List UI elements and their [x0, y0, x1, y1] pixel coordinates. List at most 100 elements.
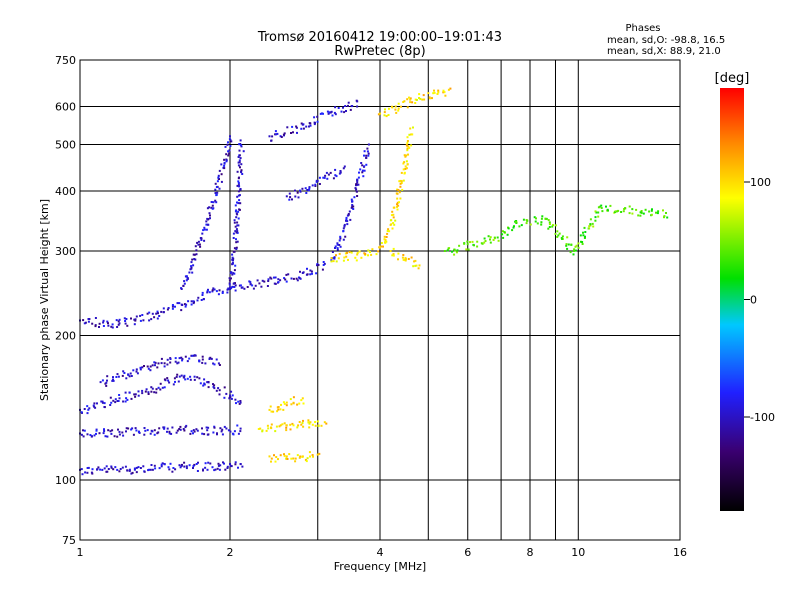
scatter-point: [83, 322, 86, 325]
scatter-point: [235, 231, 238, 234]
scatter-point: [320, 424, 323, 427]
scatter-point: [390, 105, 393, 108]
scatter-point: [282, 133, 285, 136]
scatter-point: [216, 467, 219, 470]
plot-frame: [79, 59, 681, 541]
scatter-point: [133, 393, 136, 396]
scatter-point: [279, 424, 282, 427]
scatter-point: [225, 427, 228, 430]
scatter-point: [380, 242, 383, 244]
scatter-point: [236, 240, 239, 243]
scatter-point: [345, 219, 347, 222]
scatter-point: [272, 410, 275, 413]
scatter-point: [143, 365, 145, 367]
scatter-point: [231, 273, 234, 276]
scatter-point: [370, 253, 373, 256]
scatter-point: [118, 318, 121, 321]
scatter-point: [217, 387, 220, 390]
scatter-point: [237, 466, 239, 469]
scatter-point: [235, 216, 238, 219]
colorbar-tick-label: -100: [750, 411, 775, 424]
scatter-point: [321, 112, 323, 115]
scatter-point: [337, 257, 340, 260]
scatter-point: [207, 433, 210, 436]
scatter-point: [201, 432, 204, 435]
scatter-point: [111, 379, 114, 382]
data-point: [544, 217, 547, 220]
scatter-point: [240, 169, 243, 172]
scatter-point: [147, 391, 150, 394]
data-point: [301, 123, 304, 126]
scatter-point: [339, 170, 342, 173]
scatter-point: [111, 323, 114, 326]
scatter-point: [545, 217, 548, 220]
scatter-point: [483, 241, 486, 244]
scatter-point: [444, 94, 447, 97]
scatter-point: [402, 101, 405, 103]
scatter-point: [225, 153, 228, 156]
scatter-point: [106, 470, 109, 473]
scatter-point: [214, 192, 217, 194]
scatter-point: [366, 147, 369, 150]
scatter-point: [526, 219, 529, 222]
scatter-point: [112, 468, 115, 471]
scatter-point: [112, 399, 115, 402]
scatter-point: [93, 434, 96, 437]
x-axis-label: Frequency [MHz]: [334, 560, 426, 573]
scatter-point: [218, 468, 221, 471]
scatter-point: [201, 355, 204, 358]
data-point: [379, 246, 381, 249]
scatter-point: [210, 206, 213, 209]
scatter-point: [394, 219, 397, 222]
scatter-point: [348, 210, 351, 213]
scatter-point: [620, 211, 623, 213]
scatter-point: [192, 264, 195, 267]
y-axis-label: Stationary phase Virtual Height [km]: [38, 199, 51, 401]
scatter-point: [124, 320, 127, 322]
scatter-point: [292, 424, 295, 427]
scatter-point: [266, 424, 269, 427]
scatter-point: [515, 222, 518, 224]
scatter-point: [392, 216, 395, 219]
scatter-point: [270, 457, 273, 460]
scatter-point: [231, 253, 234, 256]
scatter-point: [201, 294, 204, 296]
scatter-point: [229, 138, 232, 141]
scatter-point: [202, 298, 205, 301]
scatter-point: [171, 426, 174, 429]
scatter-point: [234, 289, 237, 292]
scatter-point: [318, 183, 321, 185]
scatter-point: [274, 282, 277, 285]
scatter-point: [82, 429, 84, 432]
data-point: [285, 401, 288, 404]
scatter-point: [118, 394, 121, 396]
scatter-point: [299, 455, 302, 458]
scatter-point: [124, 391, 127, 394]
scatter-point: [238, 199, 241, 202]
scatter-point: [418, 97, 420, 99]
scatter-point: [410, 144, 413, 147]
scatter-point: [94, 406, 97, 409]
scatter-point: [280, 403, 282, 406]
scatter-point: [103, 428, 105, 431]
scatter-point: [312, 455, 314, 458]
scatter-point: [135, 471, 138, 474]
scatter-point: [199, 382, 202, 385]
scatter-point: [350, 105, 353, 108]
scatter-point: [391, 254, 394, 257]
scatter-point: [663, 215, 666, 218]
scatter-point: [234, 225, 237, 228]
scatter-point: [362, 175, 365, 178]
scatter-point: [617, 209, 620, 212]
scatter-point: [222, 461, 224, 464]
scatter-point: [221, 292, 224, 294]
scatter-point: [153, 391, 156, 394]
scatter-point: [114, 401, 117, 404]
scatter-point: [180, 309, 183, 312]
scatter-point: [139, 314, 142, 317]
scatter-point: [227, 150, 230, 153]
scatter-point: [198, 360, 201, 363]
scatter-point: [296, 454, 299, 457]
scatter-point: [194, 245, 197, 248]
scatter-point: [356, 195, 359, 197]
